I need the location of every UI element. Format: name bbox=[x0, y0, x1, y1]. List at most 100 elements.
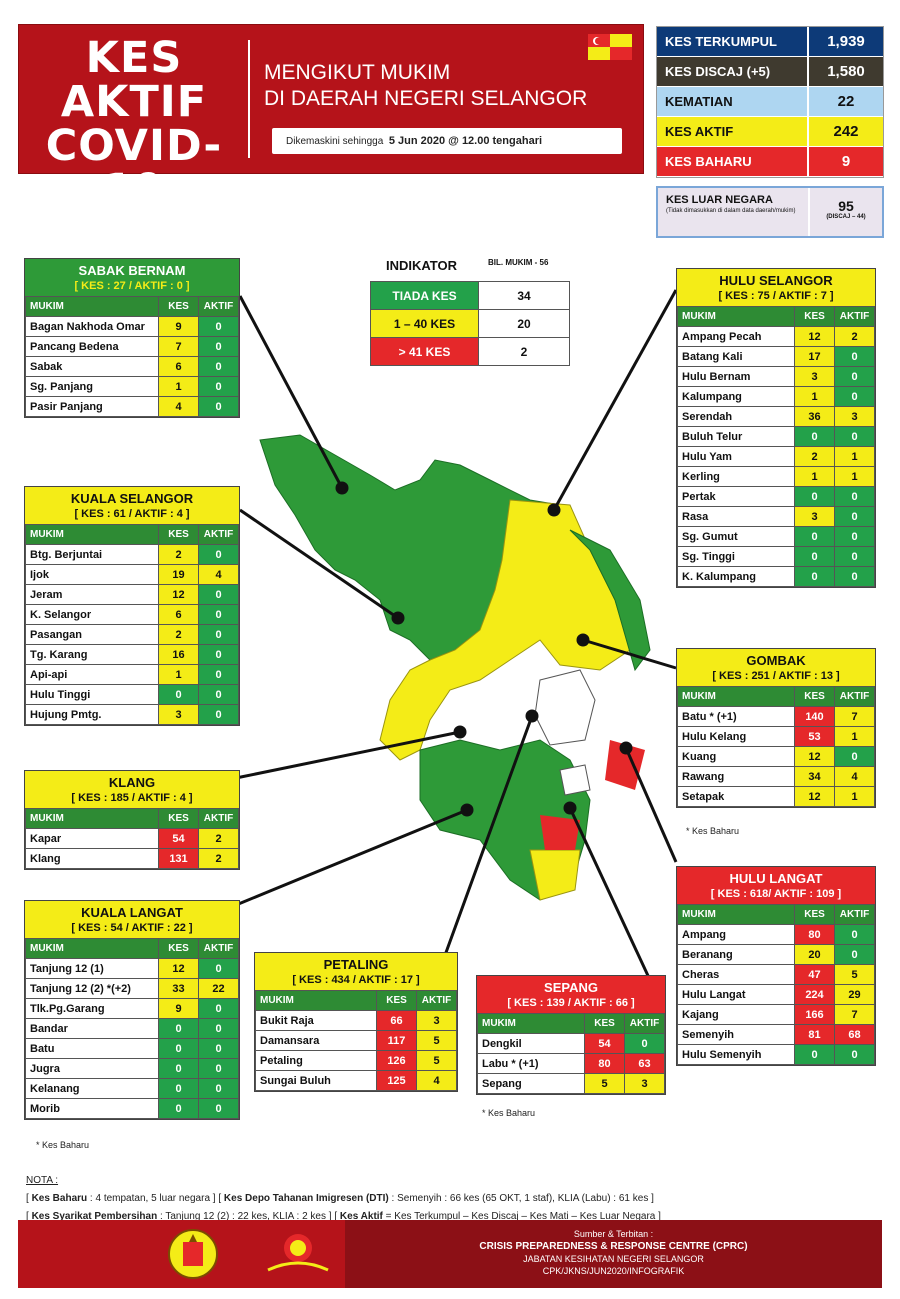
nota-dti-value: : Semenyih : 66 kes (65 OKT, 1 staf), KL… bbox=[391, 1193, 649, 1204]
mukim-name: Kelanang bbox=[25, 1078, 159, 1099]
footer-line4: CPK/JKNS/JUN2020/INFOGRAFIK bbox=[542, 1266, 685, 1276]
district-subtitle: [ KES : 185 / AKTIF : 4 ] bbox=[71, 792, 193, 804]
kes-value: 0 bbox=[158, 1098, 199, 1119]
kes-value: 126 bbox=[376, 1050, 417, 1071]
kes-value: 0 bbox=[794, 486, 835, 507]
aktif-value: 0 bbox=[834, 546, 875, 567]
aktif-value: 0 bbox=[834, 506, 875, 527]
district-hulu-langat: HULU LANGAT [ KES : 618/ AKTIF : 109 ] MUK… bbox=[676, 866, 876, 1066]
table-row: Sg. Panjang 1 0 bbox=[25, 376, 239, 397]
mukim-name: Damansara bbox=[255, 1030, 377, 1051]
district-title: GOMBAK bbox=[746, 653, 806, 668]
map-red-sepang bbox=[540, 815, 580, 850]
aktif-value: 0 bbox=[198, 544, 239, 565]
column-header-kes: KES bbox=[158, 524, 199, 545]
mukim-name: Pancang Bedena bbox=[25, 336, 159, 357]
footer-line3: JABATAN KESIHATAN NEGERI SELANGOR bbox=[523, 1254, 704, 1264]
aktif-value: 5 bbox=[834, 964, 875, 985]
kes-value: 224 bbox=[794, 984, 835, 1005]
kes-value: 66 bbox=[376, 1010, 417, 1031]
kes-value: 0 bbox=[158, 1078, 199, 1099]
indikator-row: TIADA KES 34 bbox=[370, 281, 570, 310]
table-row: Kapar 54 2 bbox=[25, 828, 239, 849]
kes-value: 0 bbox=[158, 1038, 199, 1059]
nota-kes-aktif-value: = Kes Terkumpul – Kes Discaj – Kes Mati … bbox=[385, 1211, 656, 1222]
table-row: Api-api 1 0 bbox=[25, 664, 239, 685]
aktif-value: 3 bbox=[624, 1073, 665, 1094]
aktif-value: 3 bbox=[834, 406, 875, 427]
title-line2: COVID-19 bbox=[45, 121, 223, 215]
kes-value: 0 bbox=[158, 1018, 199, 1039]
nota-kes-baharu-label: Kes Baharu bbox=[31, 1193, 88, 1204]
selangor-flag-icon bbox=[588, 34, 632, 60]
mukim-name: Hulu Bernam bbox=[677, 366, 795, 387]
indikator-label: 1 – 40 KES bbox=[370, 309, 479, 338]
aktif-value: 0 bbox=[198, 664, 239, 685]
table-row: Ijok 19 4 bbox=[25, 564, 239, 585]
district-header: HULU LANGAT [ KES : 618/ AKTIF : 109 ] bbox=[677, 867, 875, 904]
column-header-aktif: AKTIF bbox=[624, 1013, 665, 1034]
district-header: SEPANG [ KES : 139 / AKTIF : 66 ] bbox=[477, 976, 665, 1013]
luar-note: (Tidak dimasukkan di dalam data daerah/m… bbox=[666, 208, 796, 214]
mukim-name: Pertak bbox=[677, 486, 795, 507]
stat-value: 1,939 bbox=[807, 27, 883, 56]
table-row: Hulu Bernam 3 0 bbox=[677, 366, 875, 387]
table-row: Kuang 12 0 bbox=[677, 746, 875, 767]
table-row: Kajang 166 7 bbox=[677, 1004, 875, 1025]
table-row: Hujung Pmtg. 3 0 bbox=[25, 704, 239, 725]
mukim-name: Tanjung 12 (1) bbox=[25, 958, 159, 979]
map-putrajaya-white bbox=[559, 764, 591, 796]
table-header-row: MUKIM KES AKTIF bbox=[677, 904, 875, 925]
mukim-name: Batang Kali bbox=[677, 346, 795, 367]
district-title: KLANG bbox=[108, 775, 156, 790]
table-row: Sepang 5 3 bbox=[477, 1073, 665, 1094]
mukim-name: K. Kalumpang bbox=[677, 566, 795, 587]
nota-kes-baharu-value: : 4 tempatan, 5 luar negara bbox=[89, 1193, 210, 1204]
mukim-name: Labu * (+1) bbox=[477, 1053, 585, 1074]
table-row: Kelanang 0 0 bbox=[25, 1078, 239, 1099]
mukim-name: Hulu Kelang bbox=[677, 726, 795, 747]
table-row: Hulu Yam 2 1 bbox=[677, 446, 875, 467]
indikator-value: 2 bbox=[478, 337, 570, 366]
mukim-name: Sg. Gumut bbox=[677, 526, 795, 547]
aktif-value: 0 bbox=[834, 746, 875, 767]
aktif-value: 0 bbox=[198, 684, 239, 705]
mukim-name: Pasir Panjang bbox=[25, 396, 159, 417]
district-kuala-langat: KUALA LANGAT [ KES : 54 / AKTIF : 22 ] MUK… bbox=[24, 900, 240, 1120]
district-subtitle: [ KES : 27 / AKTIF : 0 ] bbox=[74, 280, 190, 292]
district-table: MUKIM KES AKTIF Tanjung 12 (1) 12 0 Tanjung 12… bbox=[25, 938, 239, 1119]
aktif-value: 0 bbox=[198, 584, 239, 605]
table-header-row: MUKIM KES AKTIF bbox=[255, 990, 457, 1011]
district-hulu-selangor: HULU SELANGOR [ KES : 75 / AKTIF : 7 ] MUK… bbox=[676, 268, 876, 588]
mukim-name: Tlk.Pg.Garang bbox=[25, 998, 159, 1019]
table-row: Batang Kali 17 0 bbox=[677, 346, 875, 367]
nota-dti-label: Kes Depo Tahanan Imigresen (DTI) bbox=[223, 1193, 389, 1204]
kes-value: 4 bbox=[158, 396, 199, 417]
mukim-name: Dengkil bbox=[477, 1033, 585, 1054]
kes-value: 140 bbox=[794, 706, 835, 727]
indikator-legend: TIADA KES 34 1 – 40 KES 20 > 41 KES 2 bbox=[370, 281, 570, 366]
district-subtitle: [ KES : 618/ AKTIF : 109 ] bbox=[710, 888, 842, 900]
district-sepang: SEPANG [ KES : 139 / AKTIF : 66 ] MUKIM KES… bbox=[476, 975, 666, 1095]
aktif-value: 0 bbox=[834, 924, 875, 945]
mukim-name: Batu bbox=[25, 1038, 159, 1059]
kes-luar-negara: KES LUAR NEGARA (Tidak dimasukkan di dala… bbox=[656, 186, 884, 238]
district-title: SEPANG bbox=[544, 980, 598, 995]
mukim-name: Rawang bbox=[677, 766, 795, 787]
title-line1: KES AKTIF bbox=[60, 33, 208, 127]
updated-prefix: Dikemaskini sehingga bbox=[286, 136, 384, 147]
selangor-crest-icon bbox=[168, 1229, 218, 1279]
aktif-value: 3 bbox=[416, 1010, 457, 1031]
column-header-aktif: AKTIF bbox=[834, 904, 875, 925]
kes-value: 166 bbox=[794, 1004, 835, 1025]
district-subtitle: [ KES : 75 / AKTIF : 7 ] bbox=[718, 290, 834, 302]
mukim-name: Hujung Pmtg. bbox=[25, 704, 159, 725]
mukim-name: Sepang bbox=[477, 1073, 585, 1094]
table-row: Pancang Bedena 7 0 bbox=[25, 336, 239, 357]
column-header-kes: KES bbox=[158, 296, 199, 317]
aktif-value: 1 bbox=[834, 726, 875, 747]
kes-value: 54 bbox=[584, 1033, 625, 1054]
table-header-row: MUKIM KES AKTIF bbox=[677, 686, 875, 707]
indikator-label: TIADA KES bbox=[370, 281, 479, 310]
column-header-aktif: AKTIF bbox=[198, 808, 239, 829]
